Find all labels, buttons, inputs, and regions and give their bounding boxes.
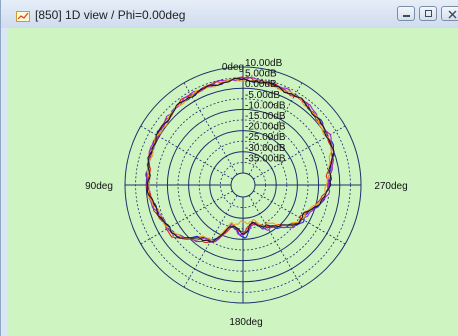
angle-label-top: 0deg xyxy=(222,62,244,73)
ring-label: -10.00dB xyxy=(245,100,286,111)
minimize-icon xyxy=(403,15,410,17)
ring-labels: 10.00dB5.00dB0.00dB-5.00dB-10.00dB-15.00… xyxy=(245,58,286,164)
ring-label: -30.00dB xyxy=(245,143,286,154)
close-button[interactable] xyxy=(441,6,458,21)
close-icon xyxy=(448,10,457,19)
window-title: [850] 1D view / Phi=0.00deg xyxy=(35,8,186,22)
angle-label-right: 270deg xyxy=(374,181,407,192)
ring-label: 5.00dB xyxy=(245,69,277,80)
polar-plot-area[interactable]: 10.00dB 5.00dB 0.00dB -5.00dB -10.00dB -15.00… xyxy=(8,28,458,336)
maximize-button[interactable] xyxy=(419,6,437,21)
series-line xyxy=(146,77,335,243)
ring-label: -35.00dB xyxy=(245,153,286,164)
series-line xyxy=(145,76,335,243)
ring-label: 0.00dB xyxy=(245,79,277,90)
grid-spoke xyxy=(253,125,346,180)
maximize-icon xyxy=(425,10,432,17)
inner-ring xyxy=(230,172,256,198)
grid-spoke xyxy=(248,82,303,175)
chart-window-icon xyxy=(16,9,30,22)
series-layer xyxy=(145,76,335,244)
grid-spoke xyxy=(183,82,238,175)
grid-spoke xyxy=(248,195,303,288)
polar-grid xyxy=(124,66,362,304)
ring-label: -5.00dB xyxy=(245,90,280,101)
angle-label-bottom: 180deg xyxy=(229,317,262,328)
ring-label: 10.00dB xyxy=(245,58,283,69)
grid-spoke xyxy=(253,190,346,245)
minimize-button[interactable] xyxy=(397,6,415,21)
polar-chart: 10.00dB5.00dB0.00dB-5.00dB-10.00dB-15.00… xyxy=(85,58,408,328)
ring-label: -25.00dB xyxy=(245,132,286,143)
ring-label: -20.00dB xyxy=(245,122,286,133)
ring-label: -15.00dB xyxy=(245,111,286,122)
grid-spoke xyxy=(140,190,233,245)
title-bar[interactable]: [850] 1D view / Phi=0.00deg xyxy=(1,0,458,28)
series-line xyxy=(146,78,333,242)
angle-label-left: 90deg xyxy=(85,181,113,192)
